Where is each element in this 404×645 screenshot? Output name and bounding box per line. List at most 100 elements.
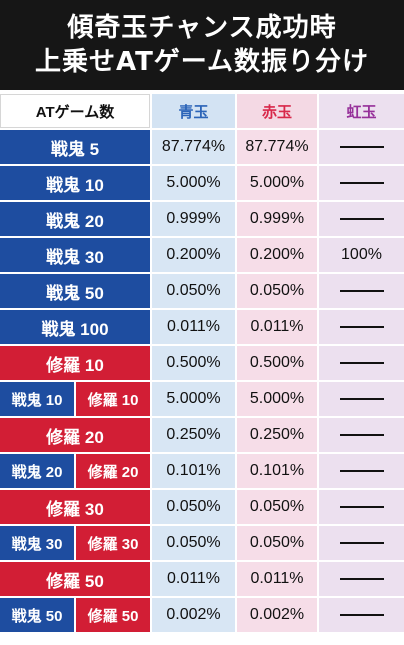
dash-icon [339, 470, 384, 472]
table-row: 戦鬼 100 0.011% 0.011% [0, 310, 404, 344]
row-label-senki: 戦鬼 30 [0, 526, 74, 560]
table-row: 戦鬼 10 5.000% 5.000% [0, 166, 404, 200]
value-rainbow-none [317, 166, 404, 200]
table-row: 修羅 50 0.011% 0.011% [0, 562, 404, 596]
value-blue-ball: 0.011% [150, 562, 235, 596]
value-rainbow-none [317, 454, 404, 488]
dash-icon [339, 434, 384, 436]
value-blue-ball: 5.000% [150, 382, 235, 416]
row-label: 戦鬼 10 [0, 166, 150, 200]
table-row: 戦鬼 30 修羅 30 0.050% 0.050% [0, 526, 404, 560]
value-red-ball: 87.774% [235, 130, 317, 164]
value-red-ball: 0.011% [235, 310, 317, 344]
value-blue-ball: 5.000% [150, 166, 235, 200]
row-label: 戦鬼 50 [0, 274, 150, 308]
value-rainbow-ball: 100% [317, 238, 404, 272]
row-label: 戦鬼 30 [0, 238, 150, 272]
table-row: 修羅 10 0.500% 0.500% [0, 346, 404, 380]
row-label-senki: 戦鬼 50 [0, 598, 74, 632]
header-red-ball: 赤玉 [235, 94, 317, 128]
value-blue-ball: 0.101% [150, 454, 235, 488]
value-rainbow-none [317, 130, 404, 164]
title-banner: 傾奇玉チャンス成功時 上乗せATゲーム数振り分け [0, 0, 404, 90]
dash-icon [339, 614, 384, 616]
value-rainbow-none [317, 310, 404, 344]
value-blue-ball: 0.200% [150, 238, 235, 272]
value-red-ball: 0.050% [235, 490, 317, 524]
row-label: 戦鬼 100 [0, 310, 150, 344]
value-blue-ball: 0.250% [150, 418, 235, 452]
dash-icon [339, 146, 384, 148]
row-label-combo: 戦鬼 10 修羅 10 [0, 382, 150, 416]
dash-icon [339, 290, 384, 292]
value-red-ball: 0.500% [235, 346, 317, 380]
row-label-senki: 戦鬼 10 [0, 382, 74, 416]
row-label-shura: 修羅 30 [76, 526, 150, 560]
header-rainbow-ball: 虹玉 [317, 94, 404, 128]
value-red-ball: 0.200% [235, 238, 317, 272]
dash-icon [339, 398, 384, 400]
dash-icon [339, 362, 384, 364]
row-label-combo: 戦鬼 30 修羅 30 [0, 526, 150, 560]
title-line-2: 上乗せATゲーム数振り分け [34, 47, 370, 77]
dash-icon [339, 182, 384, 184]
value-blue-ball: 0.011% [150, 310, 235, 344]
table-row: 戦鬼 50 0.050% 0.050% [0, 274, 404, 308]
value-rainbow-none [317, 346, 404, 380]
row-label-shura: 修羅 10 [76, 382, 150, 416]
value-red-ball: 0.999% [235, 202, 317, 236]
table-row: 戦鬼 50 修羅 50 0.002% 0.002% [0, 598, 404, 632]
value-blue-ball: 0.002% [150, 598, 235, 632]
value-rainbow-none [317, 526, 404, 560]
value-red-ball: 0.050% [235, 274, 317, 308]
row-label-combo: 戦鬼 20 修羅 20 [0, 454, 150, 488]
value-blue-ball: 0.050% [150, 274, 235, 308]
dash-icon [339, 506, 384, 508]
value-rainbow-none [317, 490, 404, 524]
header-at-games: ATゲーム数 [0, 94, 150, 128]
value-red-ball: 0.250% [235, 418, 317, 452]
row-label-combo: 戦鬼 50 修羅 50 [0, 598, 150, 632]
distribution-table: ATゲーム数 青玉 赤玉 虹玉 戦鬼 5 87.774% 87.774% 戦鬼 10 5… [0, 94, 404, 634]
row-label-senki: 戦鬼 20 [0, 454, 74, 488]
row-label: 修羅 20 [0, 418, 150, 452]
value-red-ball: 0.002% [235, 598, 317, 632]
table-row: 修羅 30 0.050% 0.050% [0, 490, 404, 524]
value-red-ball: 5.000% [235, 166, 317, 200]
value-blue-ball: 87.774% [150, 130, 235, 164]
value-red-ball: 0.101% [235, 454, 317, 488]
dash-icon [339, 326, 384, 328]
value-rainbow-none [317, 418, 404, 452]
value-rainbow-none [317, 202, 404, 236]
value-rainbow-none [317, 382, 404, 416]
row-label: 戦鬼 5 [0, 130, 150, 164]
table-body: 戦鬼 5 87.774% 87.774% 戦鬼 10 5.000% 5.000% 戦鬼 20… [0, 130, 404, 632]
value-rainbow-none [317, 274, 404, 308]
row-label: 修羅 10 [0, 346, 150, 380]
value-blue-ball: 0.500% [150, 346, 235, 380]
value-red-ball: 5.000% [235, 382, 317, 416]
value-blue-ball: 0.999% [150, 202, 235, 236]
value-rainbow-none [317, 562, 404, 596]
table-row: 戦鬼 30 0.200% 0.200% 100% [0, 238, 404, 272]
row-label: 修羅 50 [0, 562, 150, 596]
table-row: 戦鬼 20 0.999% 0.999% [0, 202, 404, 236]
value-red-ball: 0.050% [235, 526, 317, 560]
dash-icon [339, 542, 384, 544]
row-label-shura: 修羅 20 [76, 454, 150, 488]
row-label-shura: 修羅 50 [76, 598, 150, 632]
table-row: 修羅 20 0.250% 0.250% [0, 418, 404, 452]
dash-icon [339, 218, 384, 220]
table-row: 戦鬼 20 修羅 20 0.101% 0.101% [0, 454, 404, 488]
table-header-row: ATゲーム数 青玉 赤玉 虹玉 [0, 94, 404, 128]
row-label: 修羅 30 [0, 490, 150, 524]
value-red-ball: 0.011% [235, 562, 317, 596]
header-blue-ball: 青玉 [150, 94, 235, 128]
row-label: 戦鬼 20 [0, 202, 150, 236]
value-blue-ball: 0.050% [150, 490, 235, 524]
value-rainbow-none [317, 598, 404, 632]
table-row: 戦鬼 10 修羅 10 5.000% 5.000% [0, 382, 404, 416]
table-row: 戦鬼 5 87.774% 87.774% [0, 130, 404, 164]
value-blue-ball: 0.050% [150, 526, 235, 560]
